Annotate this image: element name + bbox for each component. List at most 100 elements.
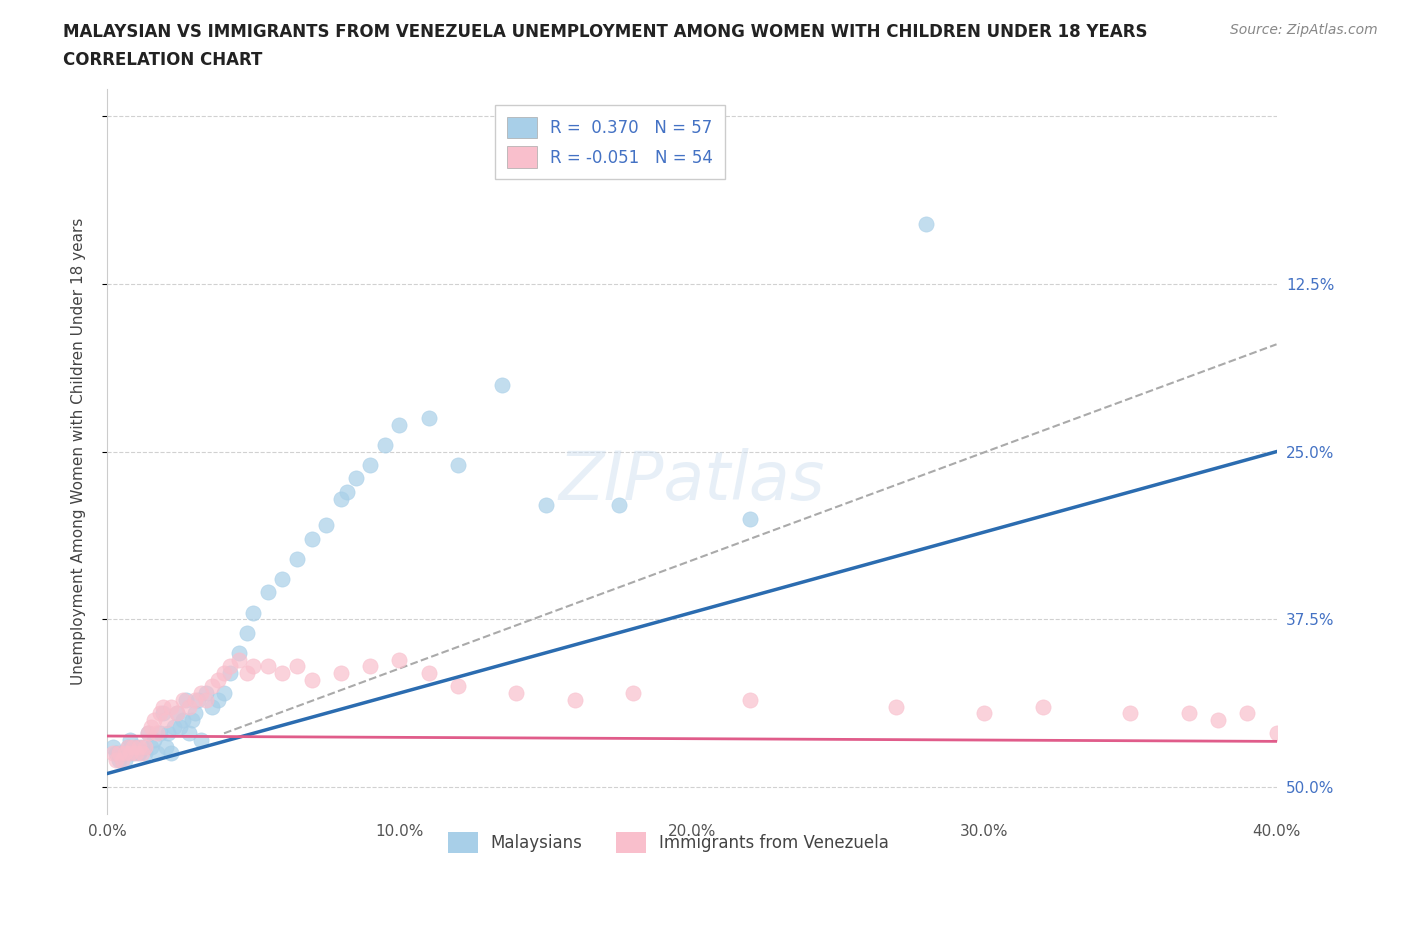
Point <box>111 746 134 761</box>
Point <box>187 692 209 707</box>
Point <box>740 512 762 526</box>
Point <box>301 672 323 687</box>
Point <box>111 752 134 767</box>
Point <box>131 739 153 754</box>
Point <box>125 746 148 761</box>
Point <box>172 692 194 707</box>
Point <box>257 658 280 673</box>
Point <box>344 471 367 485</box>
Point <box>1265 726 1288 741</box>
Point <box>190 685 212 700</box>
Point <box>236 625 259 640</box>
Point <box>336 485 359 499</box>
Point <box>169 719 191 734</box>
Point <box>139 739 162 754</box>
Point <box>330 666 353 681</box>
Point <box>207 692 229 707</box>
Point <box>184 692 207 707</box>
Point <box>114 752 136 767</box>
Point <box>242 605 264 620</box>
Point <box>122 746 145 761</box>
Point <box>117 739 139 754</box>
Point <box>142 712 165 727</box>
Point <box>285 658 308 673</box>
Text: Source: ZipAtlas.com: Source: ZipAtlas.com <box>1230 23 1378 37</box>
Y-axis label: Unemployment Among Women with Children Under 18 years: Unemployment Among Women with Children U… <box>72 218 86 685</box>
Point <box>163 719 186 734</box>
Point <box>301 531 323 546</box>
Point <box>973 706 995 721</box>
Point <box>136 726 159 741</box>
Point <box>128 739 150 754</box>
Point <box>359 658 381 673</box>
Point <box>155 712 177 727</box>
Point <box>447 458 470 472</box>
Point <box>166 706 188 721</box>
Point <box>218 658 240 673</box>
Point <box>271 572 294 587</box>
Point <box>149 726 172 741</box>
Point <box>195 685 218 700</box>
Point <box>418 666 440 681</box>
Point <box>212 685 235 700</box>
Point <box>134 739 156 754</box>
Point <box>886 699 908 714</box>
Point <box>120 746 142 761</box>
Point <box>285 551 308 566</box>
Point <box>125 739 148 754</box>
Point <box>134 746 156 761</box>
Point <box>101 746 124 761</box>
Point <box>120 733 142 748</box>
Point <box>505 685 527 700</box>
Point <box>207 672 229 687</box>
Point <box>104 752 127 767</box>
Point <box>242 658 264 673</box>
Point <box>491 377 513 392</box>
Point <box>201 699 224 714</box>
Point <box>564 692 586 707</box>
Point <box>374 437 396 452</box>
Point <box>172 712 194 727</box>
Point <box>1236 706 1258 721</box>
Point <box>177 726 200 741</box>
Point <box>201 679 224 694</box>
Point <box>149 706 172 721</box>
Point <box>184 706 207 721</box>
Point <box>104 746 127 761</box>
Point <box>157 726 180 741</box>
Point <box>117 739 139 754</box>
Point <box>114 746 136 761</box>
Point <box>160 699 183 714</box>
Point <box>190 733 212 748</box>
Point <box>152 706 174 721</box>
Point <box>212 666 235 681</box>
Point <box>330 491 353 506</box>
Point <box>180 712 202 727</box>
Text: MALAYSIAN VS IMMIGRANTS FROM VENEZUELA UNEMPLOYMENT AMONG WOMEN WITH CHILDREN UN: MALAYSIAN VS IMMIGRANTS FROM VENEZUELA U… <box>63 23 1147 41</box>
Text: CORRELATION CHART: CORRELATION CHART <box>63 51 263 69</box>
Point <box>271 666 294 681</box>
Point <box>359 458 381 472</box>
Point <box>128 746 150 761</box>
Point <box>740 692 762 707</box>
Legend: Malaysians, Immigrants from Venezuela: Malaysians, Immigrants from Venezuela <box>441 825 896 860</box>
Point <box>1206 712 1229 727</box>
Text: ZIPatlas: ZIPatlas <box>558 447 825 513</box>
Point <box>152 699 174 714</box>
Point <box>107 746 129 761</box>
Point <box>388 418 411 432</box>
Point <box>142 733 165 748</box>
Point <box>155 739 177 754</box>
Point <box>136 726 159 741</box>
Point <box>174 692 197 707</box>
Point <box>146 726 169 741</box>
Point <box>107 752 129 767</box>
Point <box>177 699 200 714</box>
Point <box>236 666 259 681</box>
Point <box>195 692 218 707</box>
Point <box>228 645 250 660</box>
Point <box>146 746 169 761</box>
Point <box>1178 706 1201 721</box>
Point <box>388 652 411 667</box>
Point <box>418 411 440 426</box>
